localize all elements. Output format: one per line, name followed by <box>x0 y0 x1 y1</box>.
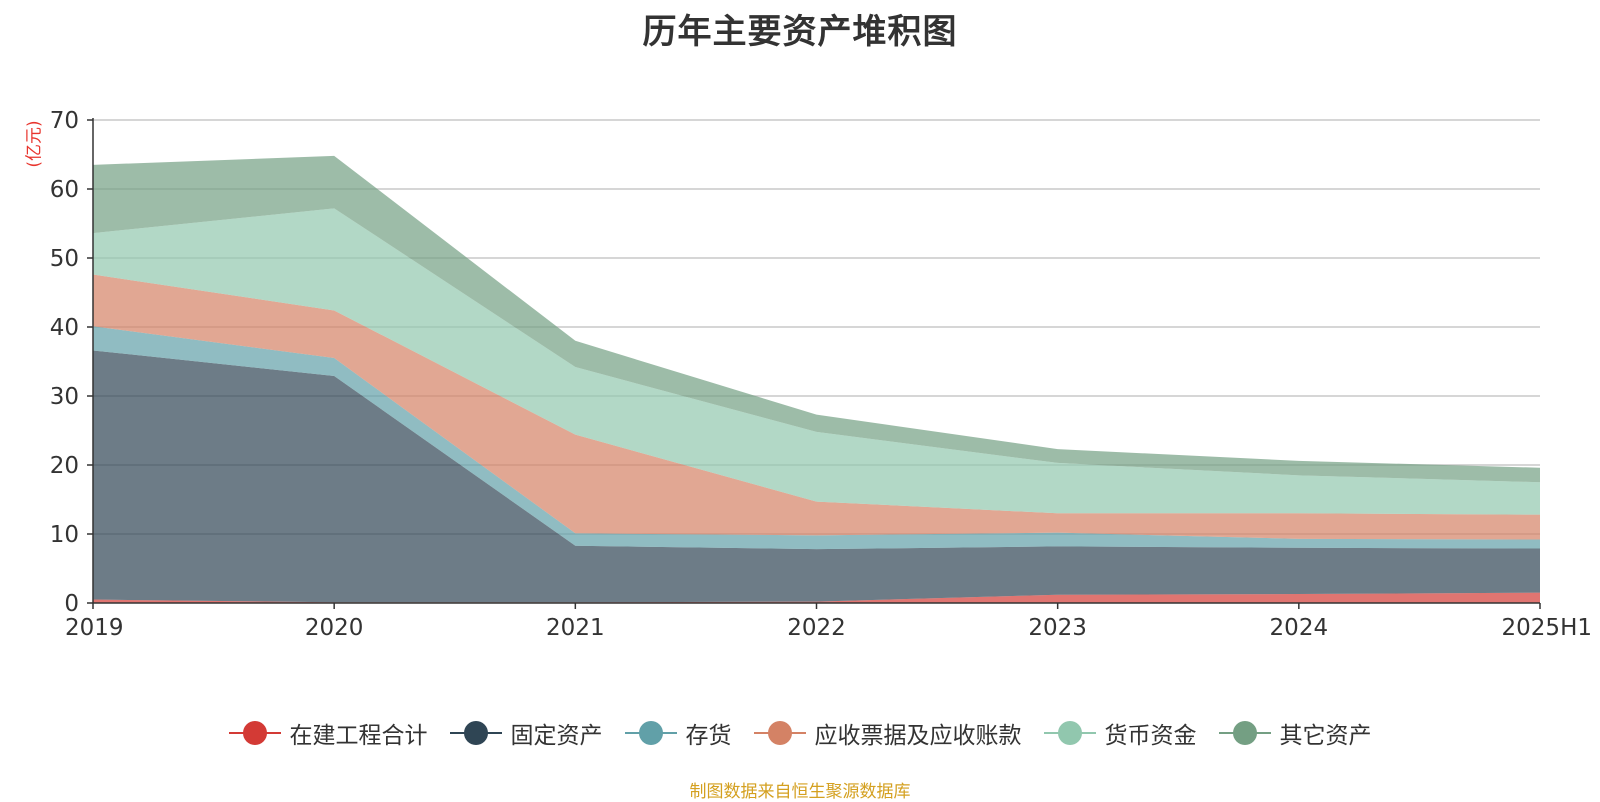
y-tick-label-30: 30 <box>50 384 79 410</box>
legend-marker-icon <box>1218 720 1271 746</box>
y-tick-label-60: 60 <box>50 177 79 203</box>
legend-item-3[interactable]: 应收票据及应收账款 <box>753 716 1022 750</box>
area-series-3 <box>93 274 1540 540</box>
area-series-4 <box>93 208 1540 515</box>
legend-label: 应收票据及应收账款 <box>814 723 1022 749</box>
x-tick-label-2019: 2019 <box>65 615 124 641</box>
legend: 在建工程合计 固定资产 存货 应收票据及应收账款 货币资金 其它资产 <box>0 716 1600 750</box>
y-tick-label-20: 20 <box>50 453 79 479</box>
legend-item-5[interactable]: 其它资产 <box>1218 716 1372 750</box>
stacked-areas <box>93 155 1540 603</box>
legend-marker-icon <box>753 720 806 746</box>
y-tick-label-50: 50 <box>50 246 79 272</box>
x-tick-label-2020: 2020 <box>305 615 364 641</box>
source-note: 制图数据来自恒生聚源数据库 <box>689 782 911 802</box>
area-series-0 <box>93 592 1540 603</box>
legend-label: 固定资产 <box>510 723 603 749</box>
area-series-1 <box>93 350 1540 603</box>
legend-marker-icon <box>449 720 502 746</box>
x-tick-label-2025H1: 2025H1 <box>1502 615 1592 641</box>
legend-item-2[interactable]: 存货 <box>624 716 732 750</box>
x-tick-label-2024: 2024 <box>1270 615 1329 641</box>
area-series-5 <box>93 155 1540 483</box>
legend-label: 在建工程合计 <box>289 723 428 749</box>
y-tick-label-70: 70 <box>50 108 79 134</box>
legend-label: 货币资金 <box>1104 723 1197 749</box>
legend-marker-icon <box>1043 720 1096 746</box>
y-tick-label-10: 10 <box>50 522 79 548</box>
legend-item-4[interactable]: 货币资金 <box>1043 716 1197 750</box>
legend-marker-icon <box>228 720 281 746</box>
area-series-2 <box>93 326 1540 550</box>
chart-title: 历年主要资产堆积图 <box>642 12 958 52</box>
x-tick-label-2022: 2022 <box>787 615 846 641</box>
legend-label: 其它资产 <box>1279 723 1372 749</box>
legend-label: 存货 <box>685 723 732 749</box>
axes: 0 10 20 30 40 50 60 70 2019 2020 2021 2022 2023 2024 2… <box>50 108 1592 641</box>
legend-marker-icon <box>624 720 677 746</box>
x-tick-label-2021: 2021 <box>546 615 605 641</box>
legend-item-1[interactable]: 固定资产 <box>449 716 603 750</box>
legend-item-0[interactable]: 在建工程合计 <box>228 716 428 750</box>
x-tick-label-2023: 2023 <box>1028 615 1087 641</box>
y-tick-label-40: 40 <box>50 315 79 341</box>
y-tick-label-0: 0 <box>64 591 79 617</box>
